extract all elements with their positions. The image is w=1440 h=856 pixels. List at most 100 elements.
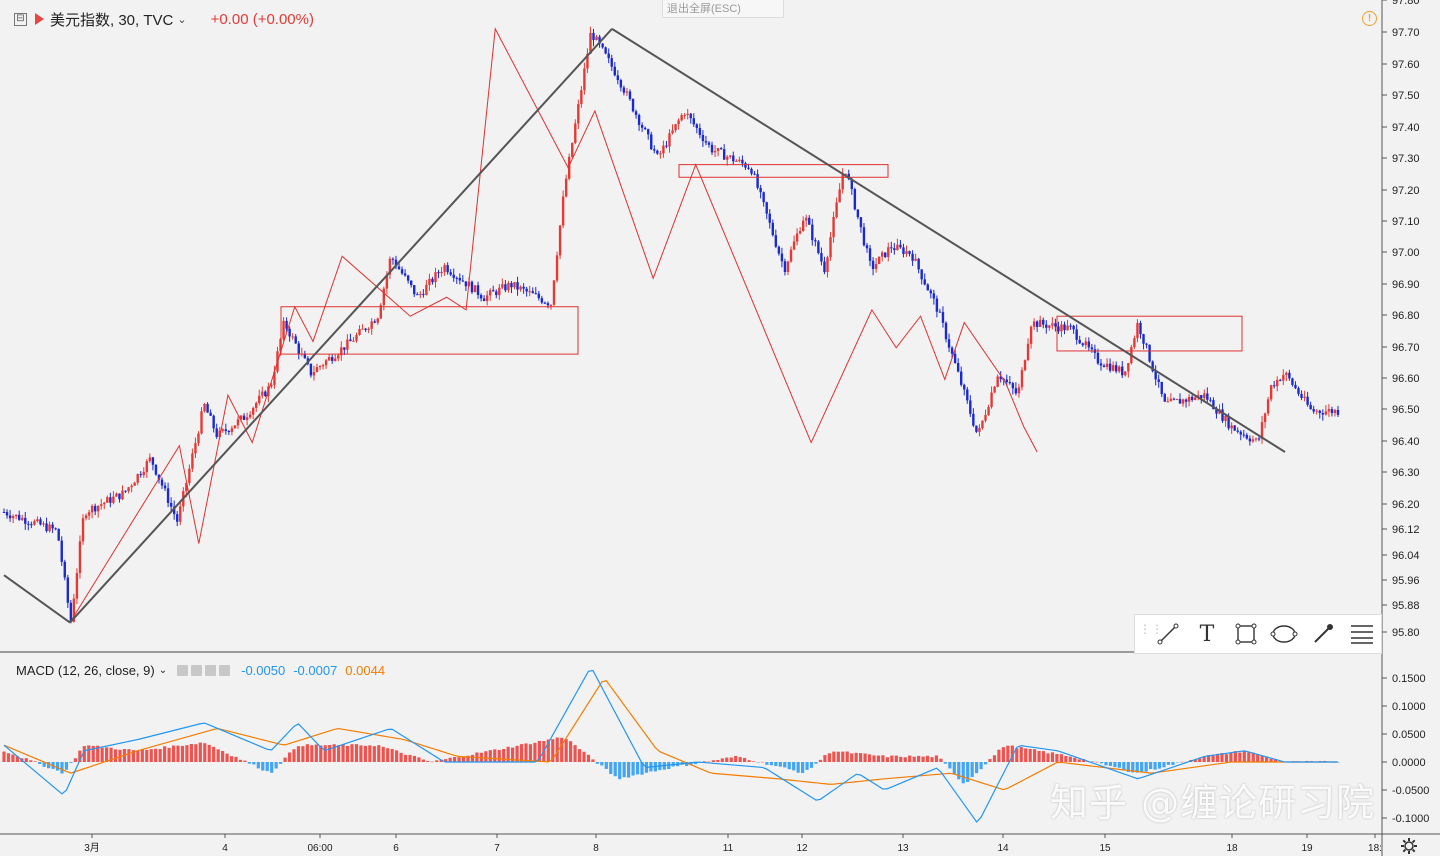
histogram-bar [247,762,251,764]
histogram-bar [238,759,243,762]
candle-body [1187,396,1191,402]
histogram-bar [685,762,689,767]
candle-body [1236,430,1239,432]
histogram-bar [105,747,109,762]
candle-body [1321,413,1325,415]
histogram-bar [948,762,952,769]
histogram-bar [1073,757,1077,762]
histogram-bar [841,751,845,762]
histogram-bar [140,749,144,762]
histogram-bar [33,761,37,762]
histogram-bar [435,760,439,762]
candle-body [1203,393,1206,399]
histogram-bar [983,762,988,765]
candle-body [361,328,364,330]
candle-body [1309,404,1312,410]
time-tick-label: 19 [1301,843,1313,854]
candle-body [370,321,373,329]
histogram-bar [270,762,274,773]
candle-body [385,274,389,289]
visibility-icon[interactable] [177,664,189,676]
time-tick-label: 8 [593,843,599,854]
histogram-bar [38,762,42,765]
histogram-bar [1082,759,1086,762]
candle-body [656,150,659,154]
candle-body [902,247,905,254]
exit-fullscreen-hint[interactable]: 退出全屏(ESC) [662,0,784,18]
histogram-bar [1229,752,1233,762]
candle-body [537,293,541,299]
macd-label[interactable]: MACD (12, 26, close, 9) [16,662,155,678]
histogram-bar [850,753,854,762]
chevron-down-icon[interactable]: ⌄ [158,664,168,676]
candle-body [741,159,744,164]
histogram-bar [760,761,765,763]
time-tick-label: 14 [997,843,1009,854]
histogram-bar [809,762,814,768]
candle-body [996,376,999,387]
candle-body [209,412,212,416]
histogram-bar [1091,761,1095,763]
menu-icon[interactable] [1342,615,1381,653]
candle-body [291,336,294,338]
candle-body [908,251,911,254]
histogram-bar [1193,759,1197,762]
histogram-bar [109,747,113,762]
histogram-bar [604,762,608,769]
histogram-bar [555,737,559,762]
candle-body [1017,387,1021,394]
chevron-down-icon[interactable]: ⌄ [177,13,187,26]
histogram-bar [386,748,390,762]
symbol-title[interactable]: 美元指数, 30, TVC [50,11,174,29]
histogram-bar [925,755,930,762]
candle-body [258,395,261,404]
candle-body [610,58,613,67]
gear-icon[interactable] [1400,837,1418,855]
histogram-bar [577,749,582,762]
candle-body [1312,409,1315,412]
brush-icon[interactable] [1304,615,1343,653]
trend-line-icon[interactable] [1149,615,1188,653]
remove-icon[interactable] [219,664,231,676]
rectangle-icon[interactable] [1226,615,1265,653]
candle-body [893,248,896,251]
collapse-icon[interactable]: ⊟ [14,12,27,26]
candle-body [738,159,741,161]
time-tick-label: 12 [796,843,808,854]
candle-body [1048,325,1051,328]
drag-handle-icon[interactable]: ⋮⋮ [1139,622,1163,636]
candle-body [397,266,401,270]
candle-body [999,376,1002,380]
candle-body [1193,397,1197,400]
candle-body [978,428,981,432]
histogram-bar [198,742,202,762]
candle-body [516,282,519,290]
settings-icon[interactable] [191,664,203,676]
candle-body [1114,365,1118,372]
histogram-bar [91,745,95,762]
histogram-bar [341,744,345,762]
histogram-bar [301,746,305,762]
source-icon[interactable] [205,664,217,676]
candle-body [1254,438,1258,440]
histogram-bar [113,749,118,762]
histogram-bar [1104,762,1108,766]
warning-icon[interactable]: ! [1362,11,1377,26]
flag-icon[interactable] [35,13,44,25]
candle-body [935,298,939,312]
candle-body [507,282,510,291]
text-icon[interactable]: T [1188,615,1227,653]
candle-body [1248,438,1252,442]
candle-body [1023,360,1027,371]
candle-body [367,328,370,330]
price-tick-label: 96.70 [1392,342,1420,354]
ellipse-icon[interactable] [1265,615,1304,653]
candle-body [72,598,76,622]
candle-body [97,505,100,512]
candle-body [571,142,574,157]
histogram-bar [47,762,51,769]
histogram-bar [345,745,350,762]
histogram-bar [1251,752,1255,762]
candle-body [592,32,595,41]
